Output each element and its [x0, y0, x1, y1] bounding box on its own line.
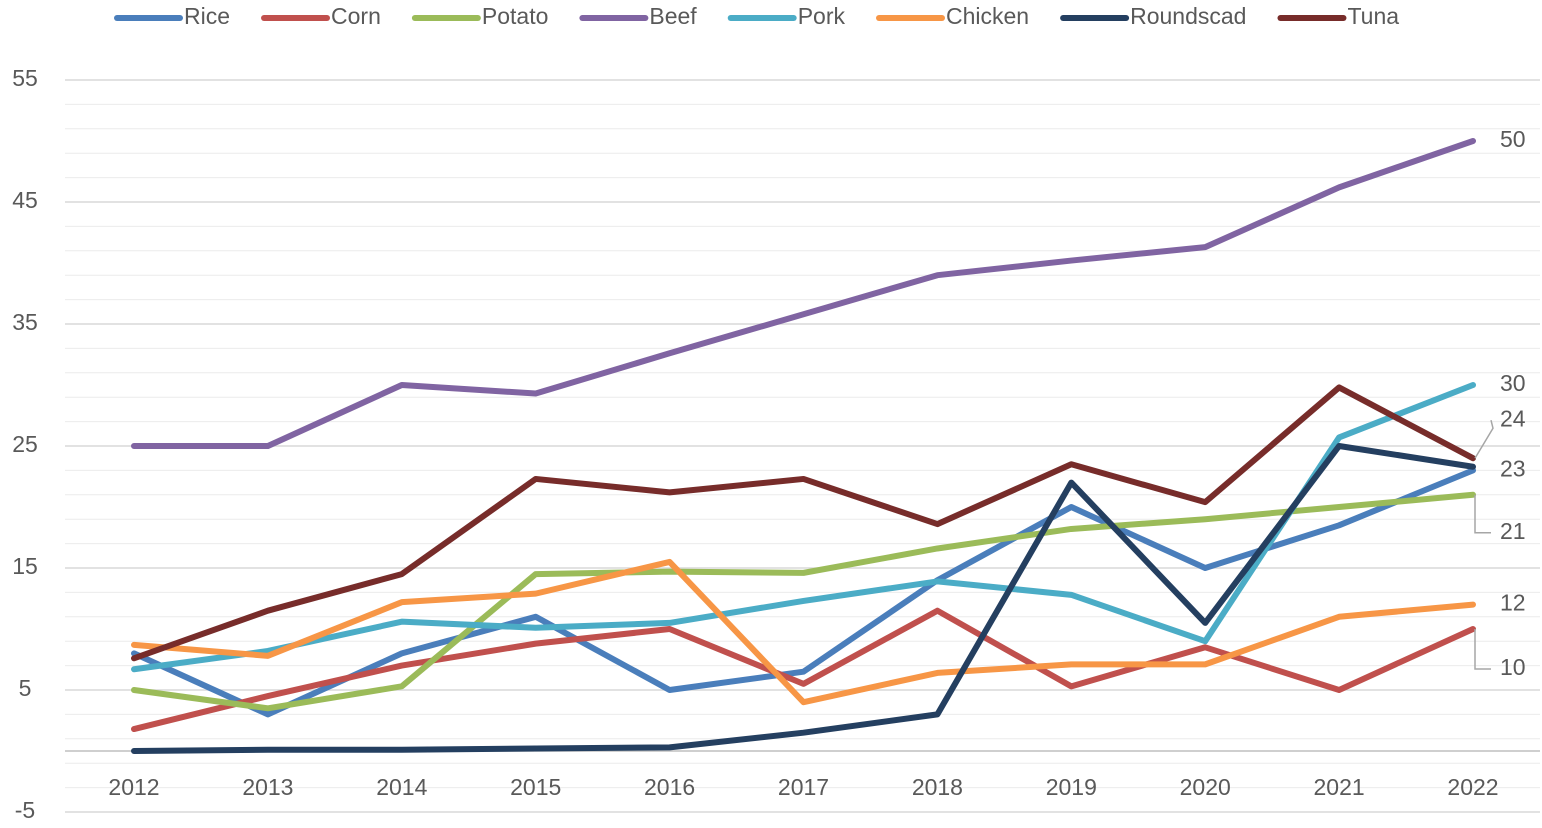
series-line	[131, 443, 1476, 754]
leader-line	[1474, 420, 1494, 459]
legend-label: Tuna	[1347, 3, 1399, 29]
leader-line	[1474, 494, 1491, 534]
series-line	[131, 382, 1476, 673]
series-line	[131, 607, 1476, 733]
y-tick-label: -5	[15, 797, 35, 823]
data-label: 30	[1500, 370, 1526, 396]
x-tick-label: 2013	[242, 774, 293, 800]
data-label: 50	[1500, 126, 1526, 152]
y-tick-label: 55	[12, 65, 38, 91]
data-label: 21	[1500, 518, 1526, 544]
y-tick-label: 15	[12, 553, 38, 579]
legend-label: Beef	[649, 3, 697, 29]
x-tick-label: 2015	[510, 774, 561, 800]
x-tick-label: 2020	[1180, 774, 1231, 800]
leader-line	[1474, 629, 1491, 670]
series-line	[131, 491, 1476, 712]
legend-label: Roundscad	[1130, 3, 1246, 29]
legend-label: Pork	[798, 3, 846, 29]
x-tick-label: 2016	[644, 774, 695, 800]
data-label: 10	[1500, 654, 1526, 680]
series-line	[131, 558, 1476, 706]
y-tick-label: 35	[12, 309, 38, 335]
y-tick-label: 5	[19, 675, 32, 701]
y-tick-label: 25	[12, 431, 38, 457]
legend-label: Rice	[184, 3, 230, 29]
x-tick-label: 2019	[1046, 774, 1097, 800]
legend-label: Corn	[331, 3, 381, 29]
x-tick-label: 2021	[1314, 774, 1365, 800]
data-label: 12	[1500, 590, 1526, 616]
x-tick-label: 2017	[778, 774, 829, 800]
x-tick-label: 2012	[108, 774, 159, 800]
y-tick-label: 45	[12, 187, 38, 213]
legend-label: Potato	[482, 3, 549, 29]
series-line	[131, 384, 1476, 662]
x-tick-label: 2022	[1447, 774, 1498, 800]
series-line	[131, 138, 1476, 449]
x-tick-label: 2014	[376, 774, 427, 800]
data-label: 23	[1500, 455, 1526, 481]
legend-label: Chicken	[946, 3, 1029, 29]
data-label: 24	[1500, 405, 1526, 431]
x-tick-label: 2018	[912, 774, 963, 800]
